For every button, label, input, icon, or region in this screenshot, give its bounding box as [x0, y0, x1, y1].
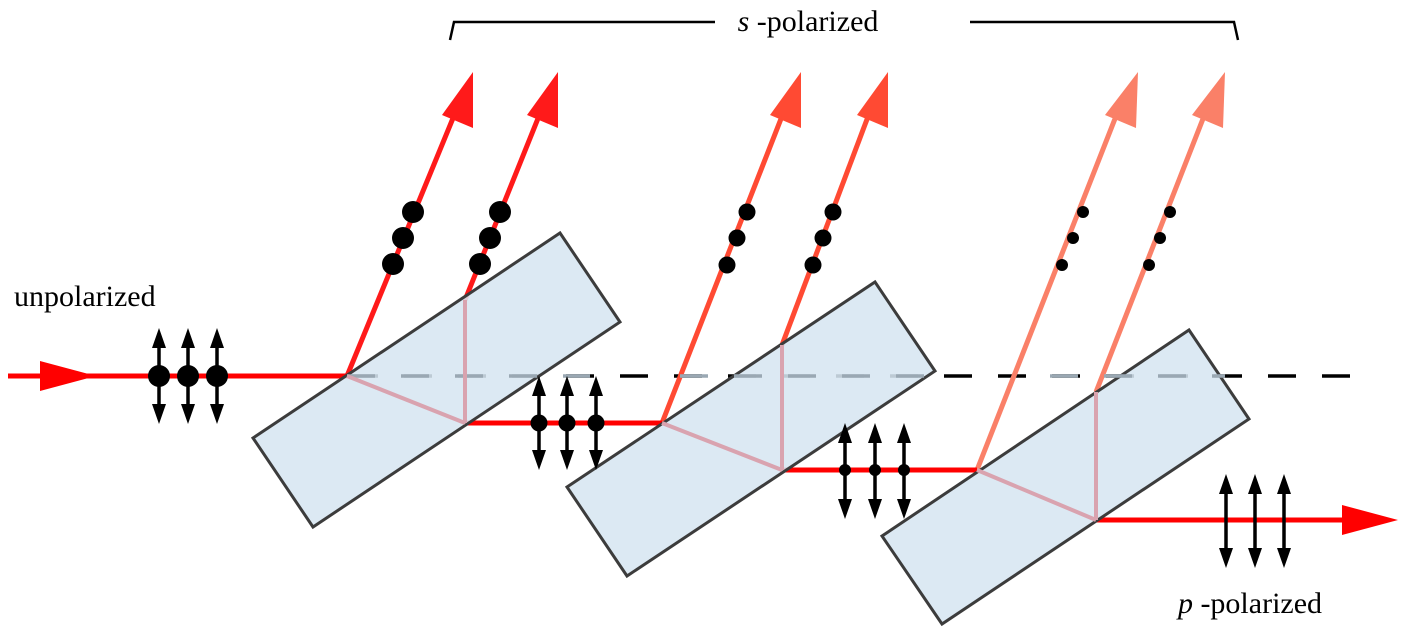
s-polarized-bracket-right: [970, 20, 1240, 41]
glass-plate-3: [879, 327, 1252, 627]
reflected-arrowhead-3a: [1105, 72, 1138, 128]
s-polarization-dots-3a: [1056, 206, 1089, 271]
reflected-beam-3a: [974, 105, 1123, 471]
polarization-markers-incoming: [148, 328, 228, 424]
reflected-arrowhead-1b: [527, 72, 558, 128]
s-polarization-dots-1b: [469, 201, 511, 275]
glass-plate-2: [564, 279, 938, 579]
unpolarized-label: unpolarized: [14, 280, 156, 313]
reflected-arrowhead-2a: [770, 72, 801, 128]
s-polarized-suffix: -polarized: [749, 5, 878, 38]
reflected-beam-2b: [779, 105, 875, 346]
polarization-markers-after-plate-1: [530, 376, 605, 470]
internal-path-plate-1: [346, 374, 466, 425]
p-symbol: p: [1176, 587, 1193, 620]
glass-plate-1: [250, 230, 623, 530]
reflected-arrowhead-3b: [1192, 72, 1225, 128]
reflected-arrowhead-1a: [442, 72, 473, 128]
polarization-markers-transmitted: [1219, 474, 1291, 568]
reflected-arrowhead-2b: [857, 72, 888, 128]
p-polarized-label: p -polarized: [1176, 587, 1322, 620]
s-polarized-label: s -polarized: [738, 5, 879, 38]
incoming-arrowhead: [40, 361, 96, 391]
s-polarization-dots-2b: [804, 203, 842, 274]
reflected-beam-3b: [1093, 105, 1211, 393]
s-symbol: s: [738, 5, 750, 38]
internal-path-plate-3: [976, 468, 1097, 522]
s-polarized-bracket-left: [448, 20, 715, 41]
s-polarization-dots-1a: [382, 201, 424, 275]
s-polarization-dots-3b: [1143, 206, 1176, 271]
transmitted-arrowhead: [1342, 505, 1398, 535]
polarization-markers-after-plate-2: [838, 423, 911, 519]
s-polarization-dots-2a: [718, 203, 756, 274]
internal-path-plate-2: [661, 421, 783, 472]
p-polarized-suffix: -polarized: [1193, 587, 1322, 620]
